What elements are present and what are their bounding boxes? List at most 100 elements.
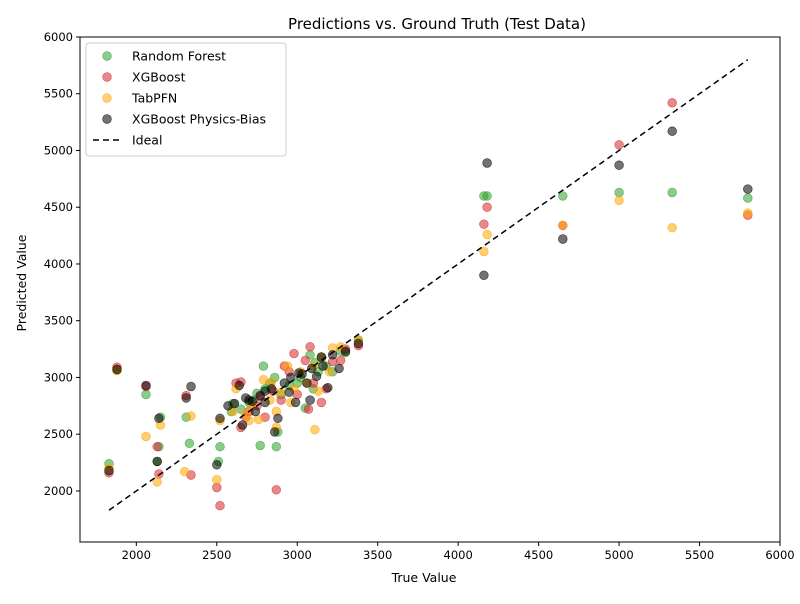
data-point-3-41 bbox=[284, 387, 294, 397]
data-point-2-34 bbox=[667, 223, 677, 233]
data-point-2-5 bbox=[179, 466, 190, 477]
data-point-3-29 bbox=[327, 350, 338, 360]
x-tick-label-2: 3000 bbox=[283, 548, 312, 562]
legend-label-3: XGBoost Physics-Bias bbox=[132, 112, 266, 127]
data-point-3-7 bbox=[212, 460, 222, 470]
ideal-line bbox=[108, 59, 749, 511]
legend-label-2: TabPFN bbox=[131, 91, 177, 106]
data-point-2-30 bbox=[479, 246, 489, 257]
y-tick-label-5: 4500 bbox=[44, 200, 73, 214]
data-point-3-6 bbox=[186, 381, 196, 392]
data-point-2-2 bbox=[141, 431, 151, 442]
data-point-3-17 bbox=[260, 397, 270, 408]
data-point-1-38 bbox=[303, 404, 314, 414]
data-point-2-33 bbox=[614, 195, 624, 206]
legend-marker-0 bbox=[102, 51, 112, 61]
data-point-3-1 bbox=[112, 364, 122, 375]
data-point-3-3 bbox=[152, 456, 162, 467]
chart-title: Predictions vs. Ground Truth (Test Data) bbox=[288, 15, 586, 33]
data-point-3-33 bbox=[479, 270, 489, 280]
data-point-0-36 bbox=[614, 187, 624, 198]
data-point-0-8 bbox=[215, 442, 225, 452]
data-point-3-5 bbox=[181, 393, 191, 403]
data-point-1-4 bbox=[154, 469, 164, 479]
data-point-3-24 bbox=[302, 378, 312, 388]
data-point-3-22 bbox=[290, 397, 301, 408]
data-point-3-15 bbox=[250, 406, 261, 417]
x-tick-label-7: 5500 bbox=[685, 548, 714, 562]
data-point-1-3 bbox=[152, 442, 162, 452]
y-tick-label-2: 3000 bbox=[44, 370, 73, 384]
data-point-3-13 bbox=[237, 420, 248, 430]
legend-marker-1 bbox=[102, 72, 112, 82]
legend-box bbox=[85, 42, 287, 157]
data-point-0-34 bbox=[482, 191, 492, 201]
data-point-2-19 bbox=[282, 361, 293, 371]
data-point-2-38 bbox=[313, 386, 323, 396]
data-point-1-8 bbox=[215, 501, 225, 511]
data-point-3-31 bbox=[340, 346, 351, 356]
data-point-3-44 bbox=[318, 361, 328, 371]
data-point-0-14 bbox=[255, 440, 265, 451]
legend-label-4: Ideal bbox=[132, 133, 162, 148]
plot-area bbox=[104, 59, 753, 511]
y-tick-label-4: 4000 bbox=[44, 257, 73, 271]
data-point-3-19 bbox=[273, 413, 283, 423]
data-point-3-12 bbox=[234, 380, 245, 391]
legend-marker-2 bbox=[102, 93, 112, 103]
data-point-1-19 bbox=[289, 348, 299, 359]
data-point-0-7 bbox=[184, 438, 195, 448]
data-point-3-43 bbox=[305, 395, 315, 405]
data-point-2-24 bbox=[310, 425, 320, 435]
data-point-3-4 bbox=[154, 413, 164, 423]
x-tick-label-5: 4500 bbox=[524, 548, 553, 562]
y-tick-label-0: 2000 bbox=[44, 484, 73, 498]
data-point-3-0 bbox=[104, 465, 114, 476]
data-point-3-35 bbox=[558, 234, 568, 244]
data-point-2-31 bbox=[482, 229, 492, 240]
y-tick-label-8: 6000 bbox=[44, 30, 73, 44]
legend-label-0: Random Forest bbox=[132, 49, 226, 64]
y-axis-label: Predicted Value bbox=[14, 234, 29, 331]
legend-label-1: XGBoost bbox=[132, 70, 186, 85]
x-tick-label-8: 6000 bbox=[765, 548, 794, 562]
data-point-3-39 bbox=[260, 386, 270, 396]
x-tick-label-4: 4000 bbox=[444, 548, 473, 562]
data-point-1-22 bbox=[305, 342, 315, 352]
legend-marker-3 bbox=[102, 114, 112, 124]
data-point-0-37 bbox=[667, 187, 677, 198]
data-point-3-26 bbox=[311, 371, 322, 381]
data-point-3-11 bbox=[229, 398, 240, 409]
data-point-1-33 bbox=[614, 140, 624, 150]
data-point-2-3 bbox=[152, 477, 162, 487]
y-tick-label-3: 3500 bbox=[44, 314, 73, 328]
y-tick-label-6: 5000 bbox=[44, 143, 73, 157]
data-point-2-36 bbox=[244, 415, 254, 426]
data-point-3-34 bbox=[482, 158, 492, 168]
plot-frame bbox=[79, 36, 781, 543]
data-point-2-32 bbox=[558, 220, 568, 231]
x-axis-label: True Value bbox=[391, 570, 457, 585]
y-tick-label-7: 5500 bbox=[44, 87, 73, 101]
y-axis-ticks: 2000 2500 3000 3500 4000 4500 5000 5500 6000 bbox=[44, 30, 80, 498]
data-point-3-38 bbox=[743, 184, 753, 194]
x-axis-ticks: 2000 2500 3000 3500 4000 4500 5000 5500 6000 bbox=[122, 542, 795, 562]
data-point-3-9 bbox=[270, 427, 280, 437]
data-point-0-35 bbox=[558, 191, 568, 201]
legend: Random Forest XGBoost TabPFN XGBoost Physic… bbox=[85, 42, 287, 157]
data-point-3-28 bbox=[323, 383, 333, 393]
data-point-1-27 bbox=[336, 355, 346, 366]
data-point-1-21 bbox=[300, 355, 310, 366]
data-point-2-6 bbox=[186, 411, 196, 421]
data-point-3-45 bbox=[241, 393, 251, 403]
data-point-2-35 bbox=[743, 208, 753, 218]
data-point-3-36 bbox=[614, 160, 624, 170]
data-points bbox=[104, 59, 753, 511]
data-point-2-26 bbox=[324, 367, 335, 377]
data-point-0-18 bbox=[271, 442, 281, 452]
data-point-2-15 bbox=[258, 375, 269, 385]
data-point-3-32 bbox=[353, 338, 364, 349]
data-point-3-2 bbox=[141, 380, 151, 391]
